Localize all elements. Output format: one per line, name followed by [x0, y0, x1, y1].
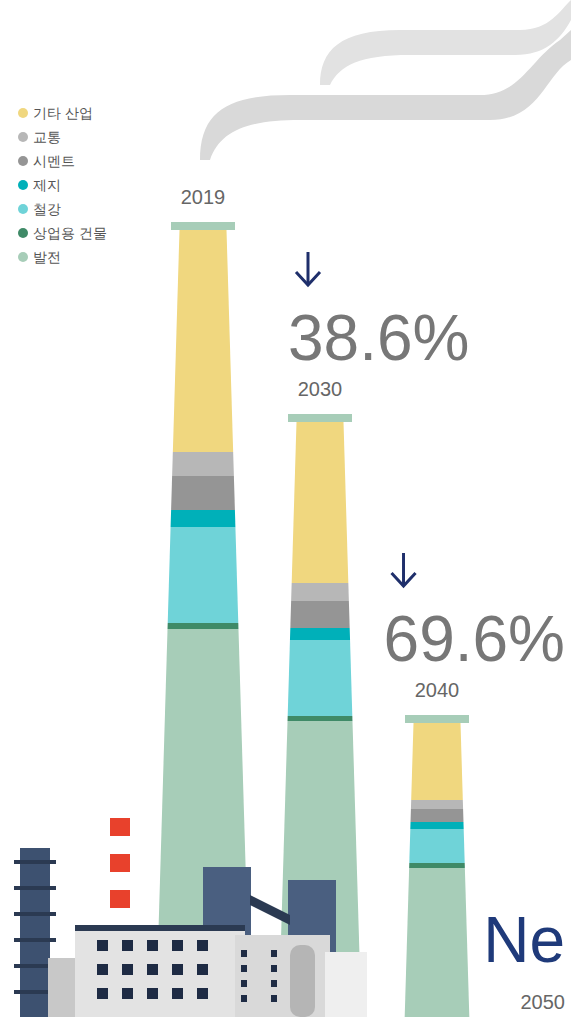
- stack-segment: [405, 868, 470, 1017]
- stack-segment: [411, 723, 463, 800]
- chimney-stripe: [110, 890, 130, 908]
- chimney-band: [14, 938, 56, 942]
- category-label: 2019: [181, 186, 226, 208]
- chimney-stripe: [110, 818, 130, 836]
- factory-wall: [48, 958, 78, 1017]
- factory-roof: [75, 925, 245, 931]
- window: [241, 965, 247, 972]
- window: [147, 940, 158, 951]
- factory-pipe: [250, 895, 290, 925]
- factory-tank: [290, 945, 315, 1017]
- category-label: 2030: [298, 378, 343, 400]
- chimney-stripe: [110, 854, 130, 872]
- window: [122, 988, 133, 999]
- legend: 기타 산업교통시멘트제지철강상업용 건물발전: [18, 105, 107, 265]
- stack-segment: [288, 640, 353, 716]
- stack-segment: [171, 510, 236, 527]
- window: [241, 995, 247, 1002]
- stack-segment: [168, 623, 239, 629]
- window: [97, 988, 108, 999]
- window: [241, 980, 247, 987]
- annotation: 38.6%: [288, 302, 469, 374]
- annotation: Ne: [483, 904, 565, 976]
- stack-segment: [290, 601, 349, 628]
- window: [172, 988, 183, 999]
- window: [97, 940, 108, 951]
- stack-segment: [411, 809, 464, 822]
- chimney-stripe: [110, 836, 130, 854]
- legend-swatch: [18, 228, 28, 238]
- stack-segment: [411, 800, 463, 809]
- stack-segment: [171, 476, 235, 510]
- arrow: [392, 573, 416, 586]
- window: [97, 964, 108, 975]
- window: [271, 950, 277, 957]
- window: [197, 940, 208, 951]
- stack-segment: [173, 230, 233, 452]
- smoke: [320, 0, 571, 85]
- stack-segment: [172, 452, 234, 476]
- window: [122, 940, 133, 951]
- chimney-band: [14, 860, 56, 864]
- stack-segment: [288, 716, 353, 721]
- window: [271, 980, 277, 987]
- annotation: 69.6%: [384, 603, 565, 675]
- stack-cap: [288, 414, 352, 422]
- factory-building: [235, 935, 330, 1017]
- legend-swatch: [18, 204, 28, 214]
- category-label: 2040: [415, 679, 460, 701]
- stack-segment: [291, 583, 349, 601]
- factory-building: [75, 928, 245, 1017]
- stack-segment: [410, 822, 463, 829]
- stack-segment: [409, 829, 464, 863]
- window: [172, 940, 183, 951]
- chimney-band: [14, 912, 56, 916]
- legend-swatch: [18, 252, 28, 262]
- stack-segment: [168, 527, 239, 623]
- stack-segment: [292, 422, 349, 583]
- chimney-band: [14, 886, 56, 890]
- window: [122, 964, 133, 975]
- legend-label: 철강: [33, 201, 61, 217]
- legend-label: 발전: [33, 249, 61, 265]
- window: [197, 988, 208, 999]
- legend-swatch: [18, 180, 28, 190]
- legend-label: 기타 산업: [33, 105, 93, 121]
- window: [147, 988, 158, 999]
- factory-wall: [325, 952, 367, 1017]
- category-label: 2050: [521, 991, 566, 1013]
- arrow: [402, 553, 405, 585]
- window: [241, 950, 247, 957]
- legend-label: 시멘트: [33, 153, 75, 169]
- plot-area: [156, 230, 571, 1017]
- legend-label: 교통: [33, 129, 61, 145]
- stack-cap: [405, 715, 469, 723]
- arrow: [296, 272, 320, 285]
- window: [197, 964, 208, 975]
- window: [271, 965, 277, 972]
- legend-swatch: [18, 108, 28, 118]
- stack-segment: [409, 863, 465, 868]
- legend-label: 제지: [33, 177, 61, 193]
- chimney-stripe: [110, 872, 130, 890]
- window: [172, 964, 183, 975]
- stack-cap: [171, 222, 235, 230]
- window: [271, 995, 277, 1002]
- chimney-stripe: [110, 908, 130, 926]
- stack-segment: [290, 628, 350, 640]
- legend-label: 상업용 건물: [33, 225, 107, 241]
- labels: 2019 2030 2040 2050 38.6% 69.6% Ne: [181, 186, 565, 1013]
- legend-swatch: [18, 156, 28, 166]
- window: [147, 964, 158, 975]
- chart: 2019 2030 2040 2050 38.6% 69.6% Ne 기타 산업교통시멘트제지…: [0, 0, 571, 1017]
- arrow: [307, 252, 310, 284]
- factory: [14, 818, 367, 1017]
- legend-swatch: [18, 132, 28, 142]
